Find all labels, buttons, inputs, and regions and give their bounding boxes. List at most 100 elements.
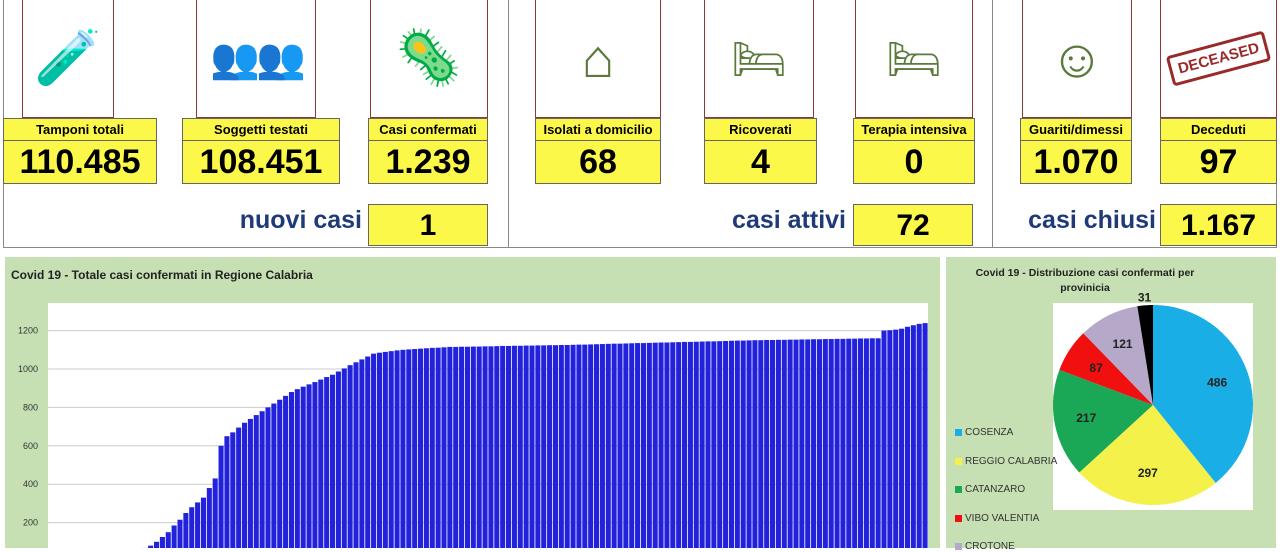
bar [471, 347, 476, 548]
y-tick-label: 200 [23, 518, 38, 528]
legend-item: CATANZARO [955, 484, 1025, 495]
bar [606, 344, 611, 548]
bar [711, 341, 716, 548]
bar [365, 357, 370, 548]
bar [289, 392, 294, 548]
bar [160, 537, 165, 548]
bar [705, 341, 710, 548]
y-tick-label: 800 [23, 402, 38, 412]
bar [600, 344, 605, 548]
bar [512, 346, 517, 548]
bar [547, 345, 552, 548]
bar [729, 341, 734, 548]
bar [770, 340, 775, 548]
bar [788, 340, 793, 548]
bar [647, 343, 652, 548]
bar [529, 346, 534, 548]
bar [254, 415, 259, 548]
bar [506, 346, 511, 548]
bar [389, 351, 394, 548]
pie-data-label: 486 [1207, 375, 1227, 389]
bar [307, 384, 312, 548]
bar [242, 423, 247, 548]
bar [377, 353, 382, 548]
bar [395, 350, 400, 548]
legend-swatch [955, 486, 962, 493]
bar [336, 371, 341, 548]
bar [277, 400, 282, 548]
bar [799, 339, 804, 548]
bar [641, 343, 646, 548]
bar [805, 339, 810, 548]
bar [412, 349, 417, 548]
bar [483, 346, 488, 548]
bar [623, 343, 628, 548]
bar [230, 432, 235, 548]
bar [453, 347, 458, 548]
bar [864, 338, 869, 548]
legend-item: REGGIO CALABRIA [955, 456, 1057, 467]
bar [559, 345, 564, 548]
bar [576, 345, 581, 548]
bar [653, 343, 658, 548]
bar [747, 340, 752, 548]
value: 97 [1161, 141, 1276, 183]
label: Deceduti [1161, 119, 1276, 141]
bar [447, 347, 452, 548]
bar [213, 478, 218, 548]
bar [776, 340, 781, 548]
bar [154, 542, 159, 548]
bar [424, 348, 429, 548]
bar [177, 520, 182, 548]
bar [764, 340, 769, 548]
bar [676, 342, 681, 548]
bar [793, 340, 798, 548]
bar [166, 532, 171, 548]
bar [823, 339, 828, 548]
bar [717, 341, 722, 548]
value: 1.070 [1021, 141, 1131, 183]
y-tick-label: 400 [23, 479, 38, 489]
y-tick-label: 600 [23, 441, 38, 451]
bar [612, 344, 617, 548]
pie-data-label: 31 [1138, 290, 1152, 304]
bar [571, 345, 576, 548]
bar [330, 375, 335, 548]
bar [371, 354, 376, 548]
bar [324, 377, 329, 548]
bar [342, 368, 347, 548]
bar [477, 347, 482, 548]
bar [418, 349, 423, 548]
pie-data-label: 217 [1076, 411, 1096, 425]
y-tick-label: 1200 [18, 326, 38, 336]
legend-item: CROTONE [955, 541, 1015, 552]
bar [201, 498, 206, 548]
divider [992, 0, 993, 247]
bar [682, 342, 687, 548]
bar [406, 349, 411, 548]
bar [752, 340, 757, 548]
bar [195, 502, 200, 548]
bar [582, 345, 587, 548]
bar [430, 348, 435, 548]
bar [858, 338, 863, 548]
bar [835, 339, 840, 548]
bar [659, 343, 664, 548]
bar [265, 407, 270, 548]
bar [271, 404, 276, 548]
bar [207, 488, 212, 548]
bar [594, 344, 599, 548]
bar [189, 507, 194, 548]
bar [887, 330, 892, 548]
bar [817, 339, 822, 548]
bar [436, 348, 441, 548]
legend-item: COSENZA [955, 427, 1013, 438]
bar [295, 389, 300, 548]
bar [588, 344, 593, 548]
bar [494, 346, 499, 548]
bar [870, 338, 875, 548]
bar [911, 325, 916, 548]
bar [219, 446, 224, 548]
